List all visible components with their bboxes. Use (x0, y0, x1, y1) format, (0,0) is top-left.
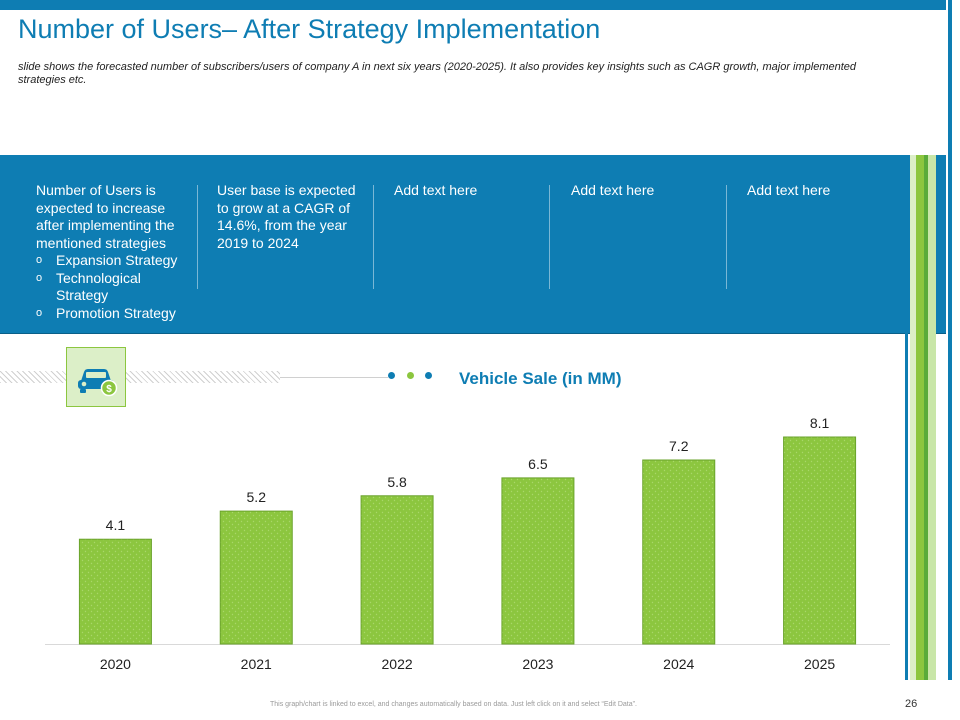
column-divider (549, 185, 550, 289)
strategy-item: Promotion Strategy (36, 305, 196, 323)
three-dots-icon (388, 372, 438, 384)
insight-text-5: Add text here (747, 182, 831, 198)
insight-text-1: Number of Users is expected to increase … (36, 182, 175, 251)
top-accent-bar (0, 0, 960, 10)
insight-column-5: Add text here (747, 182, 887, 200)
x-tick-label-2024: 2024 (663, 656, 694, 672)
bar-2021 (219, 510, 293, 645)
bar-2025 (783, 436, 857, 645)
data-label-2021: 5.2 (247, 489, 267, 505)
footer-note: This graph/chart is linked to excel, and… (270, 701, 637, 708)
bar-2023 (501, 477, 575, 645)
bar-chart: 4.1 2020 5.2 2021 5.8 2022 6.5 2023 7.2 2024 8.1 20… (45, 415, 890, 672)
x-tick-label-2025: 2025 (804, 656, 835, 672)
svg-text:$: $ (106, 384, 112, 395)
strategy-item: Expansion Strategy (36, 252, 196, 270)
right-accent-line (948, 0, 952, 680)
bar-2020 (78, 538, 152, 645)
page-title: Number of Users– After Strategy Implemen… (18, 14, 601, 44)
x-tick-label-2023: 2023 (522, 656, 553, 672)
bar-2022 (360, 495, 434, 645)
strategy-list: Expansion Strategy Technological Strateg… (36, 252, 196, 322)
bar-2024 (642, 459, 716, 645)
column-divider (197, 185, 198, 289)
insight-column-2: User base is expected to grow at a CAGR … (217, 182, 357, 252)
decorative-stripes (905, 155, 941, 680)
data-label-2020: 4.1 (106, 517, 126, 533)
x-tick-label-2022: 2022 (382, 656, 413, 672)
data-label-2025: 8.1 (810, 415, 830, 431)
slide-subtitle: slide shows the forecasted number of sub… (18, 61, 857, 86)
car-dollar-icon: $ (66, 347, 126, 407)
insight-column-1: Number of Users is expected to increase … (36, 182, 196, 322)
x-tick-label-2021: 2021 (241, 656, 272, 672)
data-label-2024: 7.2 (669, 438, 689, 454)
chart-title: Vehicle Sale (in MM) (459, 369, 622, 388)
data-label-2023: 6.5 (528, 456, 548, 472)
insight-column-4: Add text here (571, 182, 711, 200)
hatched-divider (0, 371, 280, 383)
page-number: 26 (905, 698, 918, 710)
x-tick-label-2020: 2020 (100, 656, 131, 672)
insight-text-4: Add text here (571, 182, 655, 198)
insights-band: Number of Users is expected to increase … (0, 155, 946, 334)
insight-column-3: Add text here (394, 182, 534, 200)
column-divider (373, 185, 374, 289)
strategy-item: Technological Strategy (36, 270, 196, 305)
divider-line (280, 377, 388, 378)
insight-text-2: User base is expected to grow at a CAGR … (217, 182, 356, 251)
data-label-2022: 5.8 (387, 474, 407, 490)
insight-text-3: Add text here (394, 182, 478, 198)
column-divider (726, 185, 727, 289)
